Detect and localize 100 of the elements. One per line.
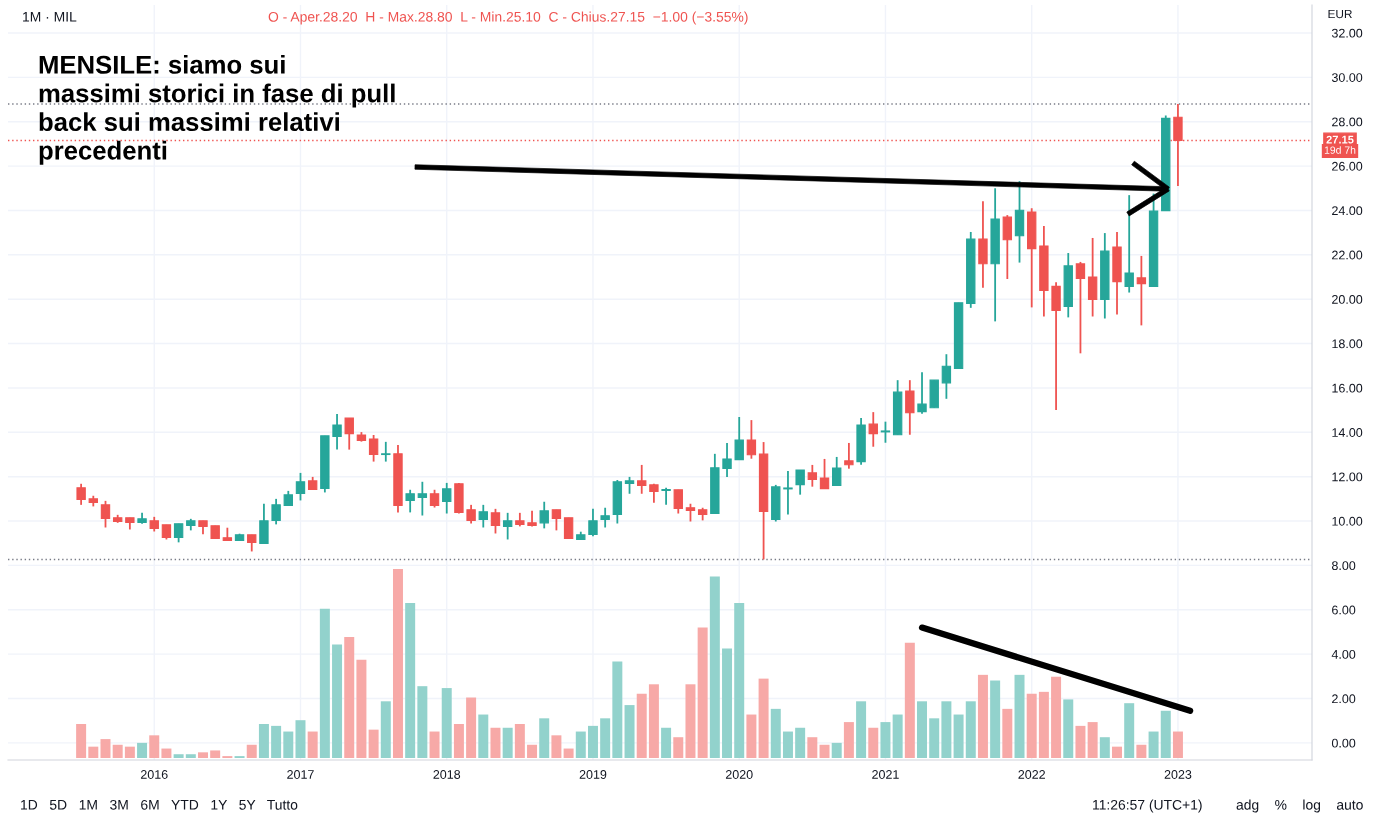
bar (100, 739, 111, 758)
candlestick (807, 464, 818, 488)
candlestick (271, 497, 281, 526)
annotation: O - Aper.28.20 H - Max.28.80 L - Min.25.10 C - Chius.27.15 −1.00 (−3.55%) (268, 11, 748, 25)
bar (807, 737, 818, 758)
y-tick-label: 22.00 (1332, 250, 1363, 260)
y-tick-label: 26.00 (1332, 161, 1363, 171)
bar (843, 722, 854, 758)
bar (600, 718, 611, 758)
text: EUR (1328, 9, 1352, 19)
candlestick (819, 458, 830, 490)
bar (831, 742, 842, 758)
bar (1002, 708, 1013, 758)
bar (1014, 674, 1025, 758)
bar (819, 744, 830, 758)
bar (880, 722, 891, 758)
candlestick (490, 507, 501, 535)
bar (856, 701, 867, 758)
bar (795, 727, 806, 758)
bar (137, 742, 148, 758)
bar (1038, 691, 1049, 758)
x-tick-label: 2020 (725, 770, 753, 779)
candlestick (588, 507, 598, 538)
y-tick-label: 30.00 (1331, 73, 1363, 82)
candlestick (941, 353, 952, 400)
x-tick-label: 2019 (579, 770, 607, 779)
candlestick (734, 416, 744, 461)
bar (709, 576, 720, 758)
bar (466, 697, 477, 758)
bar (685, 684, 696, 758)
bar (246, 744, 257, 758)
y-tick-label: 20.00 (1332, 294, 1363, 304)
y-tick-label: 18.00 (1332, 339, 1363, 349)
x-tick-label: 2021 (872, 770, 899, 779)
candlestick (259, 502, 269, 545)
candlestick (563, 516, 574, 540)
bar (514, 723, 525, 758)
bar (405, 603, 416, 758)
x-tick-label: 2017 (287, 770, 314, 779)
candlestick (381, 440, 391, 463)
bar (551, 735, 562, 758)
candlestick (295, 472, 306, 502)
bar (307, 731, 318, 758)
bar (76, 723, 87, 758)
bar (344, 637, 355, 758)
y-tick-label: 8.00 (1331, 561, 1356, 571)
bar (478, 714, 489, 758)
bar (758, 678, 769, 758)
x-tick-label: 2018 (433, 770, 461, 779)
bar (770, 708, 781, 758)
bar (722, 648, 733, 758)
bar (502, 727, 513, 758)
bar (88, 746, 99, 758)
candlestick (880, 420, 891, 444)
candlestick (539, 500, 549, 530)
y-tick-label: 28.00 (1332, 117, 1363, 127)
text: adg % log auto (1236, 799, 1363, 813)
bar (197, 752, 208, 758)
bar (332, 644, 343, 758)
bar (587, 725, 598, 758)
bar (149, 735, 160, 758)
bar (271, 725, 282, 758)
bar (283, 731, 294, 758)
candlestick (1002, 214, 1013, 280)
bar (380, 701, 391, 758)
annotation: 1M · MIL (23, 12, 77, 22)
y-tick-label: 24.00 (1332, 206, 1363, 216)
bar (636, 693, 647, 758)
bar (295, 720, 306, 758)
text: 1D 5D 1M 3M 6M YTD 1Y 5Y Tutto (21, 799, 298, 810)
bar (661, 727, 672, 758)
candlestick (1124, 194, 1134, 294)
candlestick (344, 417, 354, 451)
bar (258, 723, 269, 758)
candlestick (1136, 255, 1147, 327)
bar (965, 701, 976, 758)
y-tick-label: 10.00 (1332, 516, 1363, 526)
candlestick (173, 522, 184, 544)
candlestick (76, 482, 86, 506)
bar (782, 731, 793, 758)
text: 11:26:57 (UTC+1) (1093, 799, 1202, 813)
candlestick (917, 371, 927, 415)
bar (185, 754, 196, 758)
bar (904, 642, 915, 758)
bar (563, 748, 574, 758)
bar (575, 731, 586, 758)
x-tick-label: 2016 (140, 770, 168, 779)
y-tick-label: 6.00 (1332, 605, 1356, 615)
y-tick-label: 16.00 (1332, 383, 1363, 393)
candlestick (661, 486, 671, 506)
bar (612, 661, 623, 758)
bar (1026, 693, 1037, 758)
bar (527, 744, 538, 758)
x-tick-label: 2022 (1018, 770, 1045, 779)
bar (697, 627, 708, 758)
bar (441, 688, 452, 758)
bar (173, 754, 184, 758)
y-tick-label: 14.00 (1332, 428, 1363, 437)
bar (368, 729, 379, 758)
y-tick-label: 2.00 (1332, 694, 1356, 704)
